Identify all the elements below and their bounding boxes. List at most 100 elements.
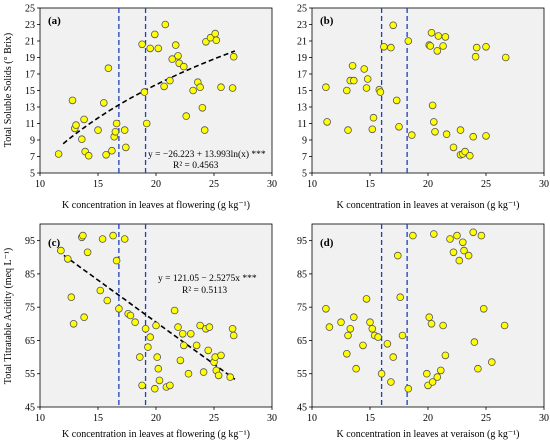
panel-a-y-tick-label-9: 23 xyxy=(25,20,35,31)
panel-b-point-23 xyxy=(427,28,436,37)
panel-b-point-9 xyxy=(363,75,372,83)
panel-c-point-11 xyxy=(109,231,117,240)
panel-d-point-14 xyxy=(377,369,386,378)
panel-d-point-41 xyxy=(470,338,479,346)
panel-c-point-7 xyxy=(83,248,92,257)
panel-c-y-tick-label-1: 55 xyxy=(25,369,35,380)
panel-b-point-18 xyxy=(395,123,403,131)
panel-d-x-tick-label-3: 25 xyxy=(481,413,491,424)
panel-c-point-35 xyxy=(187,329,195,338)
panel-b-y-tick-label-6: 17 xyxy=(297,70,307,81)
panel-a-y-tick-label-4: 13 xyxy=(25,103,35,114)
panel-d-label: (d) xyxy=(320,237,334,249)
panel-d-point-22 xyxy=(409,231,417,240)
panel-a-point-36 xyxy=(198,104,207,112)
panel-d-point-16 xyxy=(387,378,395,386)
y-axis-label-bottom: Total Titratable Acidity (meq L⁻¹) xyxy=(3,248,14,384)
panel-b-point-32 xyxy=(449,143,458,152)
panel-c-point-8 xyxy=(96,286,105,295)
panel-b-x-tick-label-4: 30 xyxy=(539,179,549,190)
panel-c-point-49 xyxy=(229,331,238,340)
panel-d-point-7 xyxy=(352,364,360,373)
panel-c-point-16 xyxy=(126,311,135,320)
panel-b-point-36 xyxy=(461,147,469,156)
panel-c-points xyxy=(57,231,238,393)
panel-b-point-30 xyxy=(441,33,450,41)
panel-d-point-42 xyxy=(474,364,482,373)
panel-c-point-5 xyxy=(79,231,87,240)
panel-b-point-26 xyxy=(431,128,439,136)
panel-c-trend-line xyxy=(56,250,236,380)
panel-d-point-25 xyxy=(425,313,434,322)
panel-d-point-1 xyxy=(325,323,334,331)
panel-a-point-14 xyxy=(111,128,120,136)
panel-b-point-25 xyxy=(429,118,438,126)
panel-b-point-13 xyxy=(376,88,385,96)
panel-b-x-ticks: 10 15 20 25 30 xyxy=(307,173,549,190)
panel-b-y-tick-label-10: 25 xyxy=(297,4,307,15)
panel-c-point-14 xyxy=(120,235,129,243)
panel-a-label: (a) xyxy=(48,15,61,27)
panel-a-point-12 xyxy=(108,146,116,155)
panel-c: 45 55 65 75 85 95 10 15 20 25 30 (c) y = 121.05 −… xyxy=(25,223,277,440)
panel-b-y-tick-label-2: 9 xyxy=(302,136,307,147)
panel-a-point-11 xyxy=(104,64,113,72)
panel-a-x-ticks: 10 15 20 25 30 xyxy=(35,173,277,190)
panel-b-point-28 xyxy=(434,32,443,40)
panel-a-point-27 xyxy=(168,55,177,63)
panel-a-y-tick-label-6: 17 xyxy=(25,70,35,81)
panel-c-point-20 xyxy=(141,324,150,333)
panel-c-point-28 xyxy=(166,381,174,390)
panel-c-vlines xyxy=(118,224,147,407)
panel-c-point-13 xyxy=(115,304,123,313)
panel-a-point-19 xyxy=(140,88,149,96)
panel-a-point-7 xyxy=(84,151,93,160)
panel-b-plot-area xyxy=(311,7,545,174)
panel-b-point-20 xyxy=(407,131,416,139)
panel-d-point-37 xyxy=(458,238,467,247)
panel-c-trend xyxy=(56,250,236,380)
panel-d-point-6 xyxy=(349,313,358,322)
panel-b-y-tick-label-0: 5 xyxy=(302,169,307,180)
panel-b-point-6 xyxy=(349,76,358,85)
panel-a-r2: R² = 0.4563 xyxy=(173,161,219,171)
panel-d-points xyxy=(322,228,509,393)
panel-c-point-17 xyxy=(131,318,139,327)
panel-d-point-26 xyxy=(427,319,436,328)
panel-b-point-14 xyxy=(380,42,388,51)
panel-b-label: (b) xyxy=(320,15,334,27)
panel-b-point-19 xyxy=(404,37,413,45)
panel-b-point-10 xyxy=(368,125,377,134)
panel-a-point-5 xyxy=(80,115,88,124)
panel-d-point-2 xyxy=(337,318,345,327)
panel-d-point-35 xyxy=(453,231,461,240)
panel-b-point-41 xyxy=(482,42,490,51)
panel-a-x-tick-label-1: 15 xyxy=(93,179,103,190)
panel-a-equation: y = −26.223 + 13.993ln(x) *** xyxy=(148,149,266,160)
panel-a-point-4 xyxy=(78,135,86,144)
panel-d-x-tick-label-0: 10 xyxy=(307,413,317,424)
panel-c-point-12 xyxy=(112,256,121,265)
panel-b-y-tick-label-8: 21 xyxy=(297,37,307,48)
panel-d-point-36 xyxy=(455,256,464,265)
panel-d-point-17 xyxy=(389,353,398,361)
panel-b-point-3 xyxy=(344,126,352,134)
panel-a-point-31 xyxy=(180,62,188,71)
panel-c-point-30 xyxy=(174,323,182,331)
panel-b-point-11 xyxy=(369,113,378,122)
panel-d-x-tick-label-1: 15 xyxy=(365,413,375,424)
panel-c-point-19 xyxy=(138,381,146,390)
panel-a-point-23 xyxy=(154,44,163,53)
panel-b-y-tick-label-5: 15 xyxy=(297,86,307,97)
panel-c-point-21 xyxy=(144,343,152,351)
panel-b-point-8 xyxy=(362,84,371,92)
panel-b-x-tick-label-2: 20 xyxy=(423,179,433,190)
panel-d-point-38 xyxy=(460,246,468,255)
panel-a-point-15 xyxy=(112,119,121,128)
panel-b-point-0 xyxy=(322,83,330,91)
panel-a-point-40 xyxy=(211,29,220,38)
panel-c-point-24 xyxy=(153,353,162,361)
panel-c-point-3 xyxy=(69,319,78,328)
panel-d-y-ticks: 45 55 65 75 85 95 xyxy=(297,236,312,414)
panel-c-point-47 xyxy=(226,373,235,381)
